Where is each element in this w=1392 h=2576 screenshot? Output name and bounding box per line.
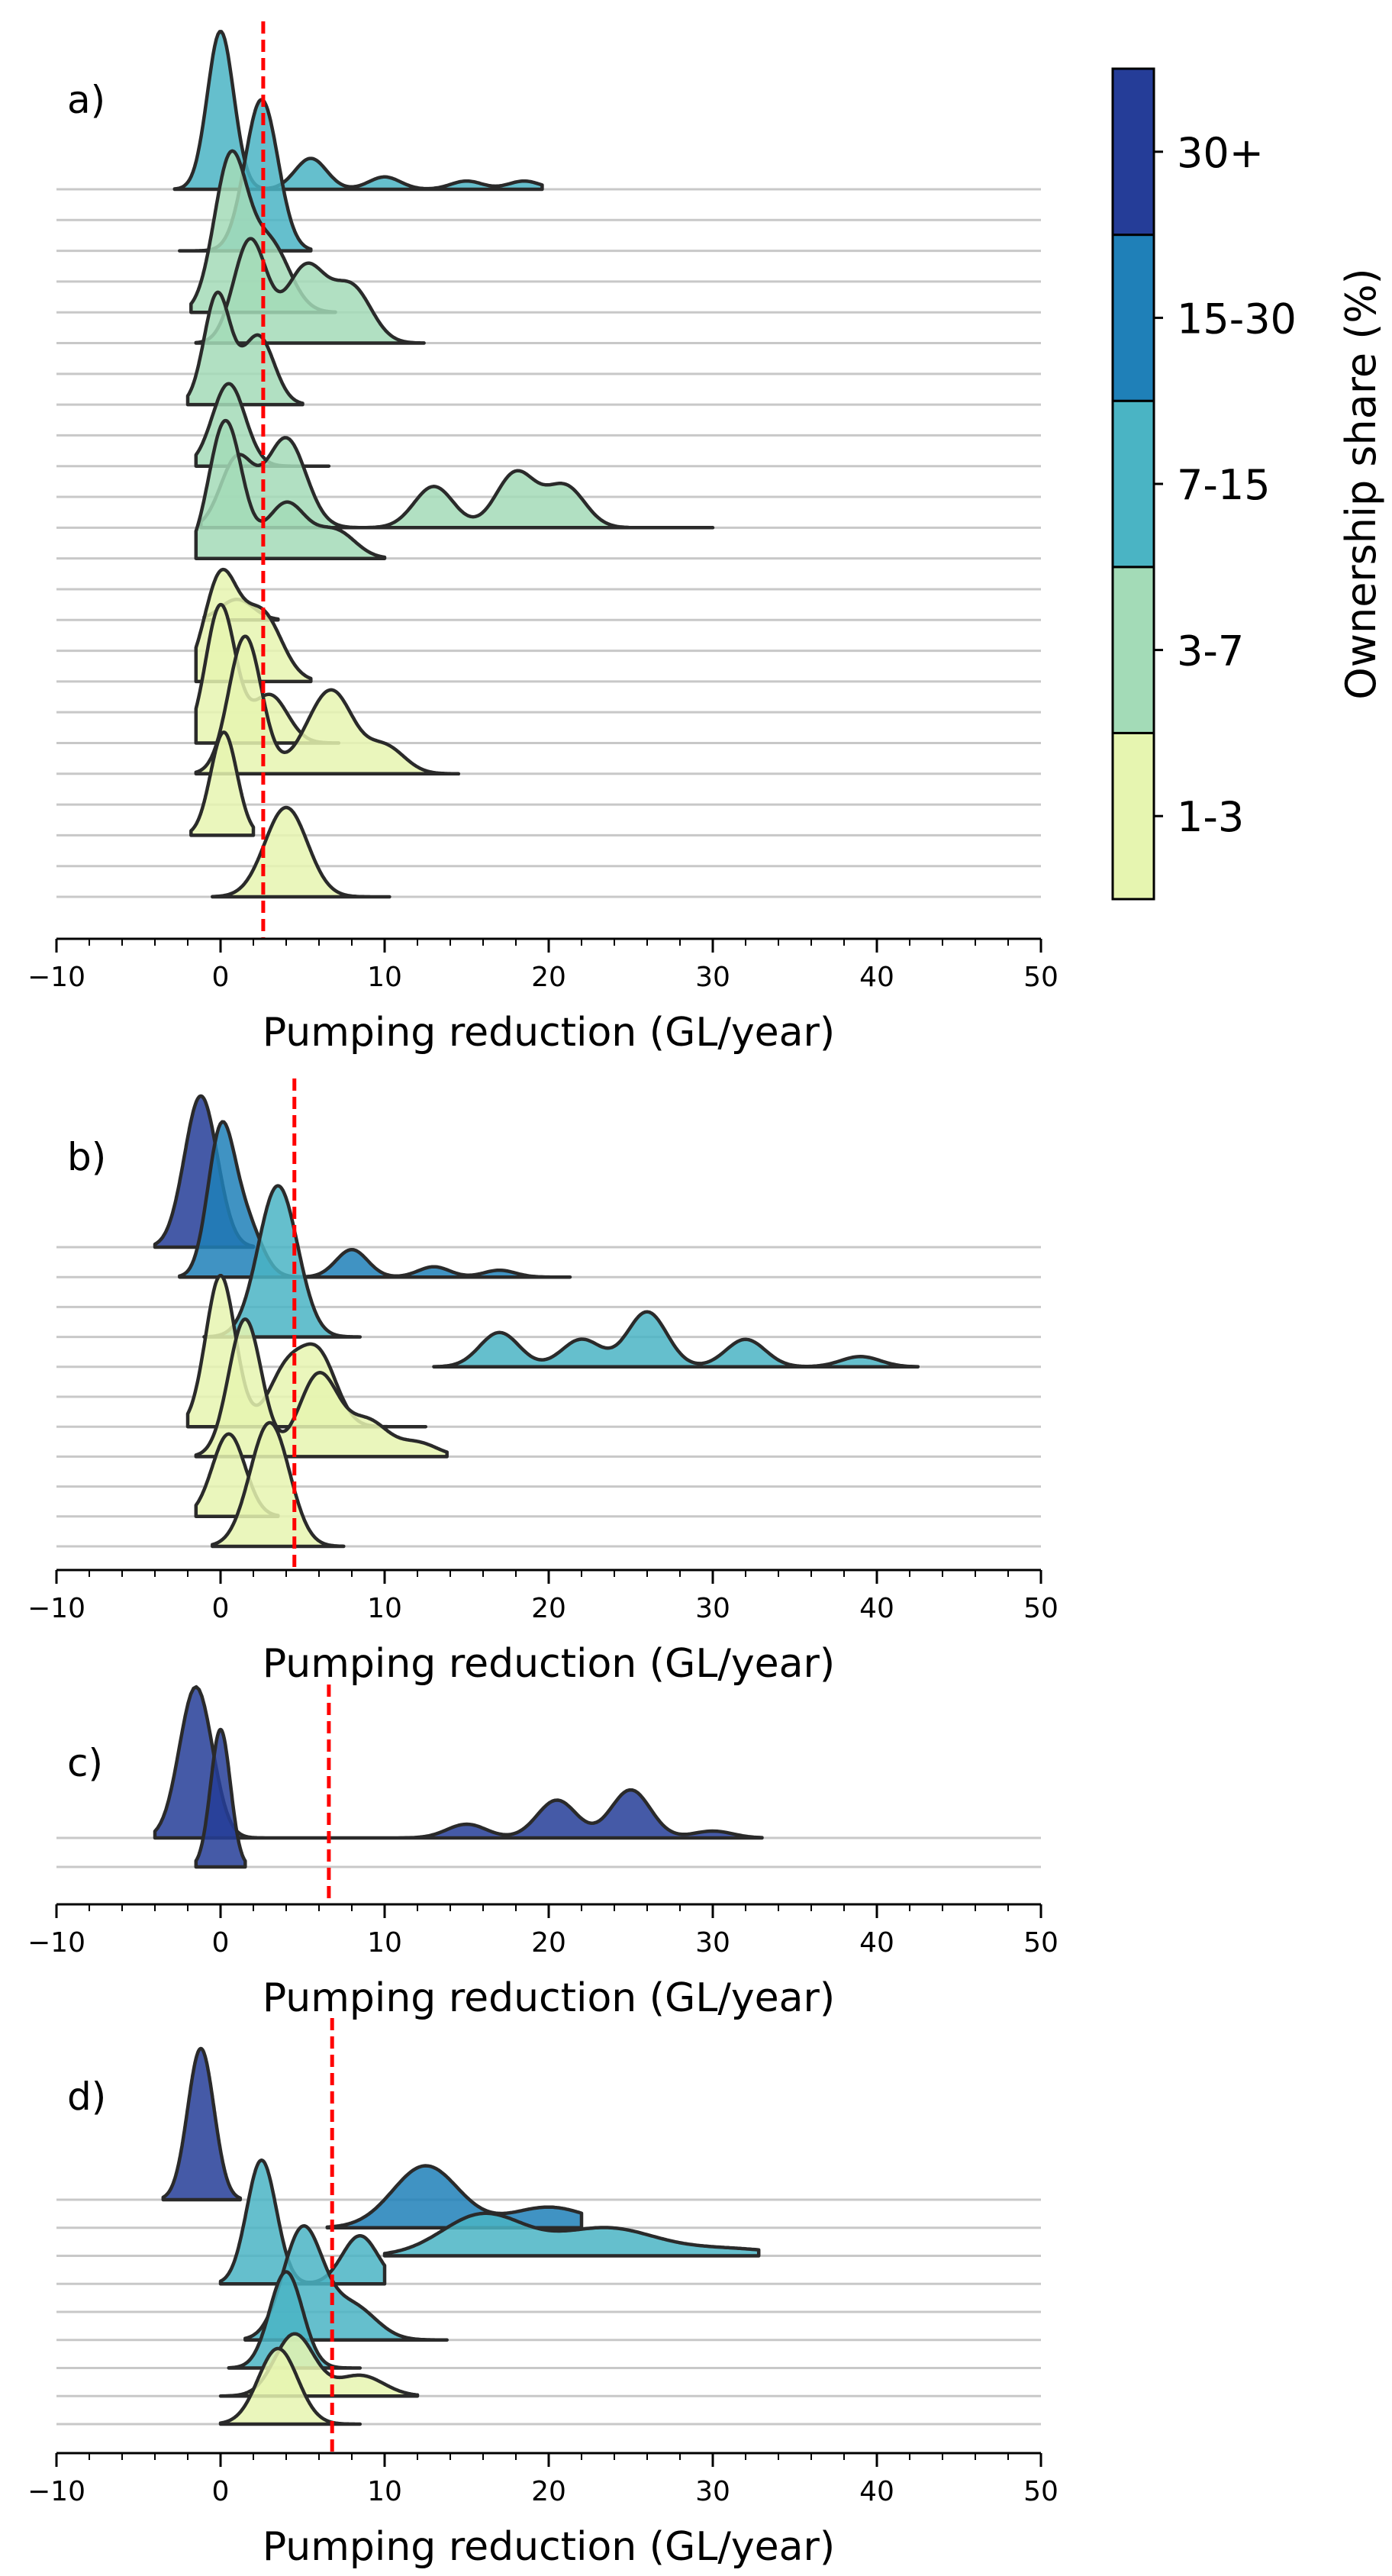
density-7-15 (382, 2211, 761, 2258)
x-tick-label: −10 (27, 2476, 85, 2507)
density-1-3 (211, 1420, 346, 1549)
density-7-15 (227, 2270, 362, 2370)
density-1-3 (185, 1273, 428, 1429)
density-1-3 (211, 805, 392, 899)
x-tick-label: 30 (695, 962, 730, 993)
density-7-15 (172, 30, 544, 192)
x-axis-label: Pumping reduction (GL/year) (263, 1641, 835, 1687)
colorbar-segment-1-3 (1111, 731, 1155, 901)
x-tick-label: 50 (1023, 1593, 1058, 1624)
density-3-7 (194, 237, 426, 345)
x-axis-label: Pumping reduction (GL/year) (263, 1010, 835, 1056)
x-tick-label: 10 (367, 2476, 402, 2507)
density-1-3 (218, 2346, 362, 2426)
colorbar-segment-30+ (1111, 67, 1155, 237)
x-tick-label: 40 (859, 2476, 894, 2507)
panel-label: b) (67, 1135, 106, 1179)
colorbar-tick-label: 3-7 (1177, 627, 1244, 675)
colorbar: 1-3 3-7 7-15 15-30 30+ Ownership share (%) (1111, 67, 1385, 901)
density-1-3 (194, 634, 461, 776)
x-tick-label: 40 (859, 962, 894, 993)
ridgeline-panels: a) −10 0 10 20 30 40 50 Pumping reduction (GL/ye… (27, 21, 1058, 2570)
x-tick-label: 0 (212, 1593, 230, 1624)
density-30+ (153, 1685, 764, 1840)
distributions (153, 1094, 920, 1549)
x-axis-label: Pumping reduction (GL/year) (263, 1975, 835, 2021)
panel-label: d) (67, 2075, 106, 2119)
x-tick-label: 40 (859, 1593, 894, 1624)
x-tick-label: 0 (212, 1927, 230, 1959)
colorbar-segment-15-30 (1111, 234, 1155, 402)
density-3-7 (198, 436, 715, 530)
x-tick-label: 20 (531, 1593, 566, 1624)
x-tick-label: 20 (531, 962, 566, 993)
panel-3: c) −10 0 10 20 30 40 50 Pumping reduction (GL/ye… (27, 1685, 1058, 2021)
distributions (161, 2046, 761, 2426)
x-axis: −10 0 10 20 30 40 50 Pumping reduction (GL/year… (27, 1568, 1058, 1687)
x-tick-label: 50 (1023, 1927, 1058, 1959)
x-tick-label: 10 (367, 1593, 402, 1624)
colorbar-tick-label: 30+ (1177, 129, 1264, 177)
colorbar-segment-7-15 (1111, 399, 1155, 569)
x-tick-label: 50 (1023, 962, 1058, 993)
colorbar-tick-label: 7-15 (1177, 461, 1271, 509)
x-tick-label: 30 (695, 1927, 730, 1959)
x-tick-label: 10 (367, 1927, 402, 1959)
x-tick-label: 0 (212, 2476, 230, 2507)
panel-label: c) (67, 1741, 103, 1785)
panel-1: a) −10 0 10 20 30 40 50 Pumping reduction (GL/ye… (27, 21, 1058, 1056)
x-tick-label: −10 (27, 1927, 85, 1959)
panel-2: b) −10 0 10 20 30 40 50 Pumping reduction (GL/ye… (27, 1078, 1058, 1687)
panel-label: a) (67, 78, 105, 122)
colorbar-segment-3-7 (1111, 566, 1155, 734)
x-tick-label: 10 (367, 962, 402, 993)
distributions (153, 1685, 764, 1869)
colorbar-tick-label: 15-30 (1177, 295, 1297, 343)
colorbar-label: Ownership share (%) (1337, 268, 1385, 699)
distributions (172, 30, 715, 899)
density-30+ (194, 1727, 247, 1869)
density-30+ (161, 2046, 243, 2202)
x-tick-label: 30 (695, 1593, 730, 1624)
density-1-3 (189, 730, 256, 837)
density-1-3 (194, 1317, 449, 1459)
density-7-15 (432, 1310, 920, 1369)
x-tick-label: 20 (531, 1927, 566, 1959)
x-axis: −10 0 10 20 30 40 50 Pumping reduction (GL/year… (27, 2452, 1058, 2570)
x-tick-label: 20 (531, 2476, 566, 2507)
x-tick-label: −10 (27, 962, 85, 993)
x-tick-label: 30 (695, 2476, 730, 2507)
panel-4: d) −10 0 10 20 30 40 50 Pumping reduction (GL/ye… (27, 2018, 1058, 2570)
x-tick-label: 50 (1023, 2476, 1058, 2507)
x-axis: −10 0 10 20 30 40 50 Pumping reduction (GL/year… (27, 937, 1058, 1056)
x-tick-label: −10 (27, 1593, 85, 1624)
density-3-7 (194, 418, 387, 560)
x-tick-label: 40 (859, 1927, 894, 1959)
x-axis-label: Pumping reduction (GL/year) (263, 2524, 835, 2570)
x-axis: −10 0 10 20 30 40 50 Pumping reduction (GL/year… (27, 1903, 1058, 2021)
density-15-30 (178, 1120, 572, 1279)
density-3-7 (185, 290, 304, 407)
colorbar-tick-label: 1-3 (1177, 793, 1244, 841)
density-15-30 (325, 2164, 584, 2230)
x-tick-label: 0 (212, 962, 230, 993)
